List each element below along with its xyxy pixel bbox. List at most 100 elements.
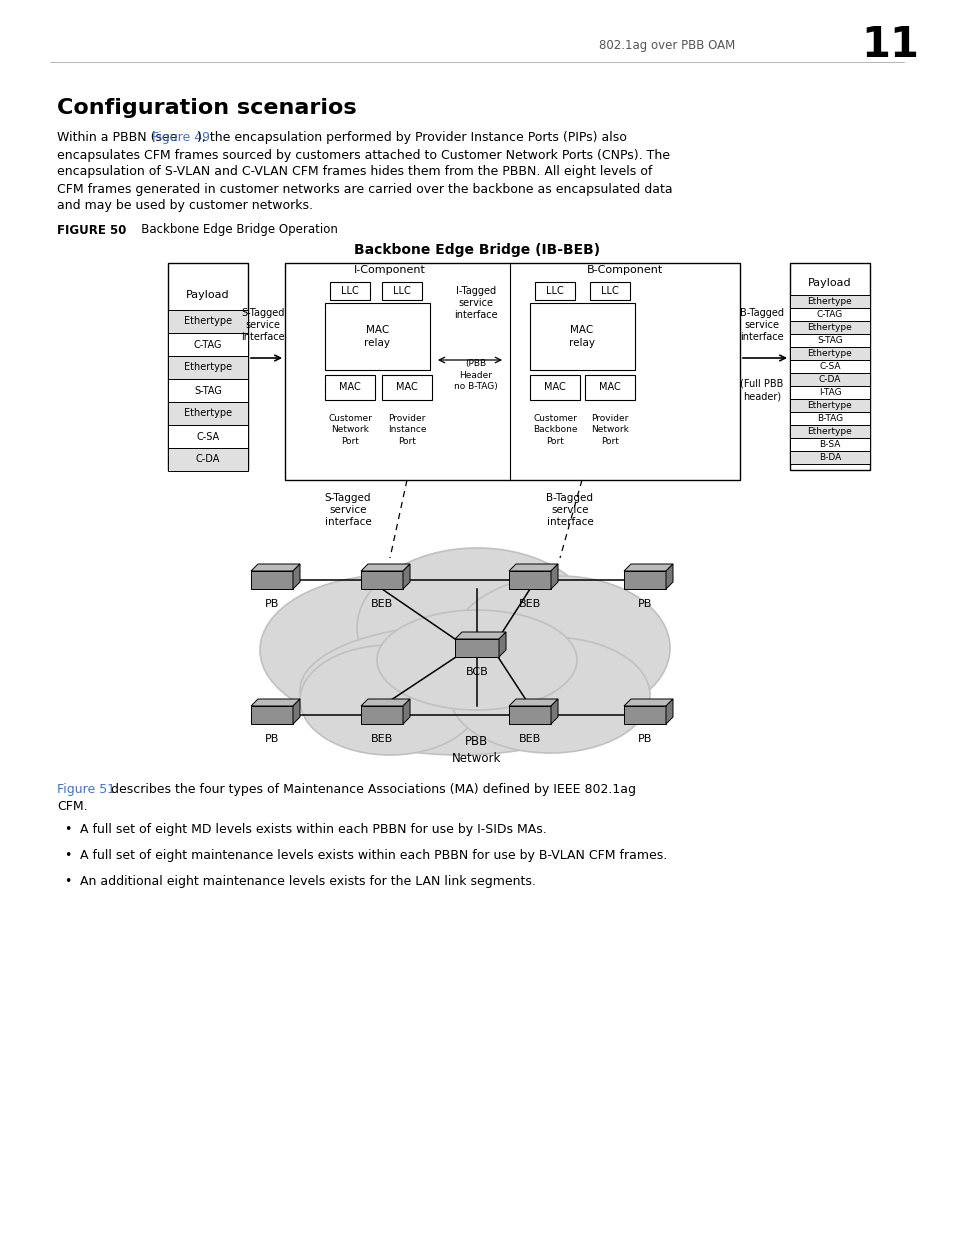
Text: PB: PB bbox=[265, 599, 279, 609]
Bar bbox=[325, 303, 430, 370]
Polygon shape bbox=[509, 564, 558, 571]
Bar bbox=[330, 282, 370, 300]
Bar bbox=[789, 263, 869, 471]
Text: LLC: LLC bbox=[341, 287, 358, 296]
Bar bbox=[584, 375, 635, 400]
Text: Within a PBBN (see: Within a PBBN (see bbox=[57, 131, 181, 144]
Text: Backbone Edge Bridge Operation: Backbone Edge Bridge Operation bbox=[130, 224, 337, 236]
Text: Ethertype: Ethertype bbox=[807, 296, 851, 306]
Text: Backbone Edge Bridge (IB-BEB): Backbone Edge Bridge (IB-BEB) bbox=[354, 243, 599, 257]
Bar bbox=[251, 706, 293, 724]
Bar bbox=[381, 375, 432, 400]
Polygon shape bbox=[360, 564, 410, 571]
Bar bbox=[789, 425, 869, 438]
Bar bbox=[789, 347, 869, 359]
Text: B-DA: B-DA bbox=[818, 453, 841, 462]
Bar bbox=[285, 263, 740, 480]
Text: FIGURE 50: FIGURE 50 bbox=[57, 224, 126, 236]
Text: Customer
Network
Port: Customer Network Port bbox=[328, 415, 372, 446]
Text: B-TAG: B-TAG bbox=[816, 414, 842, 424]
Bar bbox=[789, 321, 869, 333]
Bar bbox=[455, 638, 498, 657]
Ellipse shape bbox=[260, 576, 519, 725]
Polygon shape bbox=[623, 564, 672, 571]
Bar bbox=[509, 706, 551, 724]
Text: LLC: LLC bbox=[600, 287, 618, 296]
Bar bbox=[789, 373, 869, 387]
Bar bbox=[589, 282, 629, 300]
Text: B-Tagged
service
interface: B-Tagged service interface bbox=[546, 493, 593, 527]
Polygon shape bbox=[251, 564, 299, 571]
Text: LLC: LLC bbox=[545, 287, 563, 296]
Text: Payload: Payload bbox=[186, 290, 230, 300]
Text: C-SA: C-SA bbox=[196, 431, 219, 441]
Bar bbox=[789, 308, 869, 321]
Polygon shape bbox=[360, 699, 410, 706]
Text: MAC
relay: MAC relay bbox=[364, 325, 390, 348]
Text: •: • bbox=[64, 876, 71, 888]
Text: BCB: BCB bbox=[465, 667, 488, 677]
Text: MAC: MAC bbox=[598, 383, 620, 393]
Text: S-TAG: S-TAG bbox=[193, 385, 222, 395]
Text: Provider
Network
Port: Provider Network Port bbox=[591, 415, 628, 446]
Bar bbox=[168, 425, 248, 448]
Text: (PBB
Header
no B-TAG): (PBB Header no B-TAG) bbox=[454, 359, 497, 390]
Text: S-TAG: S-TAG bbox=[817, 336, 842, 345]
Text: PBB
Network: PBB Network bbox=[452, 735, 501, 764]
Text: CFM.: CFM. bbox=[57, 800, 88, 814]
Text: Ethertype: Ethertype bbox=[807, 401, 851, 410]
Bar bbox=[535, 282, 575, 300]
Bar bbox=[168, 333, 248, 356]
Text: PB: PB bbox=[638, 599, 652, 609]
Text: Ethertype: Ethertype bbox=[807, 427, 851, 436]
Text: •: • bbox=[64, 824, 71, 836]
Text: A full set of eight maintenance levels exists within each PBBN for use by B-VLAN: A full set of eight maintenance levels e… bbox=[80, 850, 666, 862]
Polygon shape bbox=[402, 699, 410, 724]
Bar bbox=[789, 359, 869, 373]
Text: Figure 49: Figure 49 bbox=[152, 131, 210, 144]
Text: Ethertype: Ethertype bbox=[184, 409, 232, 419]
Bar bbox=[623, 706, 665, 724]
Ellipse shape bbox=[299, 645, 479, 755]
Bar bbox=[168, 263, 248, 471]
Bar bbox=[789, 399, 869, 412]
Ellipse shape bbox=[450, 576, 669, 720]
Text: S-Tagged
service
interface: S-Tagged service interface bbox=[241, 308, 285, 342]
Text: C-TAG: C-TAG bbox=[193, 340, 222, 350]
Polygon shape bbox=[498, 632, 505, 657]
Bar bbox=[789, 451, 869, 464]
Bar bbox=[530, 303, 635, 370]
Text: C-DA: C-DA bbox=[195, 454, 220, 464]
Text: I-TAG: I-TAG bbox=[818, 388, 841, 396]
Text: Ethertype: Ethertype bbox=[807, 350, 851, 358]
Text: S-Tagged
service
interface: S-Tagged service interface bbox=[324, 493, 371, 527]
Text: Ethertype: Ethertype bbox=[184, 363, 232, 373]
Polygon shape bbox=[509, 699, 558, 706]
Bar bbox=[789, 412, 869, 425]
Bar bbox=[325, 375, 375, 400]
Text: Ethertype: Ethertype bbox=[807, 324, 851, 332]
Bar bbox=[251, 571, 293, 589]
Text: encapsulates CFM frames sourced by customers attached to Customer Network Ports : encapsulates CFM frames sourced by custo… bbox=[57, 148, 669, 162]
Text: C-SA: C-SA bbox=[819, 362, 840, 370]
Text: BEB: BEB bbox=[518, 734, 540, 743]
Text: (Full PBB
header): (Full PBB header) bbox=[740, 379, 782, 401]
Text: An additional eight maintenance levels exists for the LAN link segments.: An additional eight maintenance levels e… bbox=[80, 876, 536, 888]
Bar bbox=[168, 356, 248, 379]
Text: encapsulation of S-VLAN and C-VLAN CFM frames hides them from the PBBN. All eigh: encapsulation of S-VLAN and C-VLAN CFM f… bbox=[57, 165, 652, 179]
Bar bbox=[789, 438, 869, 451]
Text: I-Tagged
service
interface: I-Tagged service interface bbox=[454, 285, 497, 320]
Text: B-Tagged
service
interface: B-Tagged service interface bbox=[740, 308, 783, 342]
Text: Figure 51: Figure 51 bbox=[57, 783, 115, 797]
Text: MAC: MAC bbox=[338, 383, 360, 393]
Text: 802.1ag over PBB OAM: 802.1ag over PBB OAM bbox=[598, 38, 734, 52]
Bar bbox=[168, 379, 248, 403]
Polygon shape bbox=[293, 699, 299, 724]
Text: CFM frames generated in customer networks are carried over the backbone as encap: CFM frames generated in customer network… bbox=[57, 183, 672, 195]
Text: 11: 11 bbox=[861, 23, 918, 65]
Text: •: • bbox=[64, 850, 71, 862]
Polygon shape bbox=[623, 699, 672, 706]
Bar bbox=[789, 295, 869, 308]
Text: MAC
relay: MAC relay bbox=[568, 325, 595, 348]
Polygon shape bbox=[551, 699, 558, 724]
